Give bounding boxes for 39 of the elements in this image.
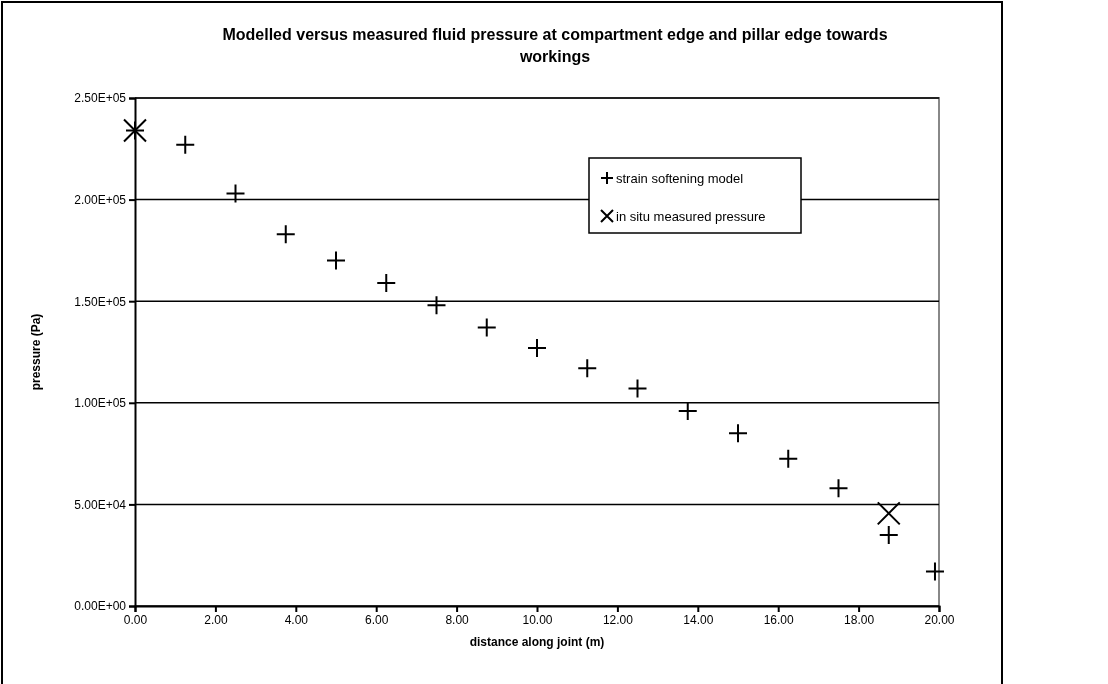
point: [876, 501, 901, 526]
point: [577, 358, 598, 379]
point: [426, 295, 447, 316]
x-axis-title: distance along joint (m): [469, 635, 605, 649]
point: [326, 250, 346, 271]
legend-label: in situ measured pressure: [616, 209, 766, 224]
y-axis-title: pressure (Pa): [29, 313, 43, 391]
point: [878, 524, 899, 545]
x-tick-label: 0.00: [123, 612, 148, 627]
legend-label: strain softening model: [616, 171, 744, 186]
y-tick-label: 2.00E+05: [74, 192, 127, 207]
y-tick-label: 5.00E+04: [74, 497, 127, 512]
point: [924, 561, 945, 582]
x-tick-label: 20.00: [924, 612, 955, 627]
point: [476, 317, 497, 338]
x-tick-label: 4.00: [284, 612, 309, 627]
x-tick-label: 2.00: [204, 612, 228, 627]
point: [627, 378, 648, 399]
x-tick-label: 16.00: [763, 612, 795, 627]
point: [275, 224, 296, 245]
y-tick-label: 1.00E+05: [74, 396, 127, 411]
point: [677, 400, 698, 421]
point: [828, 478, 849, 499]
x-tick-label: 6.00: [365, 612, 389, 627]
point: [728, 423, 748, 444]
chart-title: Modelled versus measured fluid pressure at compartment edge and pillar edge towards workings: [222, 26, 888, 65]
x-tick-label: 18.00: [844, 612, 875, 627]
point: [778, 448, 799, 469]
x-tick-label: 12.00: [602, 612, 634, 627]
point: [376, 272, 397, 293]
point: [225, 183, 246, 204]
y-tick-label: 1.50E+05: [74, 294, 127, 309]
y-tick-label: 0.00E+00: [74, 599, 127, 614]
x-tick-label: 14.00: [683, 612, 714, 627]
point: [527, 337, 547, 358]
x-tick-label: 8.00: [445, 612, 470, 627]
point: [175, 134, 196, 155]
x-tick-label: 10.00: [522, 612, 553, 627]
y-tick-label: 2.50E+05: [74, 91, 127, 106]
